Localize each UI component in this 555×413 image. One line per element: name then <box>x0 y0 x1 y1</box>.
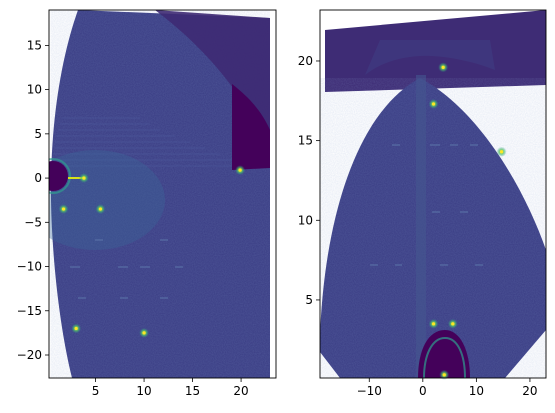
left-x-tick-label: 10 <box>136 384 151 398</box>
right-heatmap-panel: −10 0 10 20 5 10 15 20 <box>298 9 547 398</box>
left-bright-spot <box>74 326 78 331</box>
right-heatmap-texture <box>320 78 546 378</box>
left-streaks <box>52 117 232 167</box>
left-y-tick-label: −20 <box>17 348 42 362</box>
right-arch-cap <box>365 40 495 75</box>
left-x-tick-label: 15 <box>185 384 200 398</box>
right-bright-spot <box>431 102 436 106</box>
left-y-tick-label: 0 <box>34 171 42 185</box>
left-x-tick-label: 5 <box>92 384 100 398</box>
right-x-tick-label: 0 <box>419 384 427 398</box>
left-y-tick-label: −10 <box>17 260 42 274</box>
left-y-tick-label: −5 <box>24 215 42 229</box>
right-y-tick-label: 5 <box>305 293 313 307</box>
right-beamstop <box>418 330 470 378</box>
left-bright-spots <box>58 165 246 338</box>
left-scatter-halo <box>49 150 165 250</box>
left-x-ticks: 5 10 15 20 <box>92 378 249 398</box>
left-y-tick-label: 15 <box>27 38 42 52</box>
left-bright-spot <box>98 207 103 211</box>
left-bright-spot <box>61 207 66 211</box>
right-bright-spot <box>441 65 445 69</box>
right-bright-spot <box>499 150 504 154</box>
left-y-tick-label: 10 <box>27 83 42 97</box>
left-y-ticks: −20 −15 −10 −5 0 5 10 15 <box>17 38 49 362</box>
left-bright-spot <box>82 176 86 180</box>
left-beamstop <box>49 161 68 191</box>
right-y-tick-label: 10 <box>298 213 313 227</box>
left-y-tick-label: −15 <box>17 304 42 318</box>
right-central-band <box>416 75 426 378</box>
left-y-tick-label: 5 <box>34 127 42 141</box>
right-bright-spot <box>431 322 436 326</box>
right-bright-spot <box>442 373 446 377</box>
left-bright-spot <box>238 168 242 172</box>
left-heatmap-panel: 5 10 15 20 −20 −15 −10 −5 0 5 10 15 <box>17 9 277 398</box>
right-beamstop-ring <box>423 336 466 378</box>
right-x-tick-label: −10 <box>357 384 382 398</box>
right-x-tick-label: 10 <box>469 384 484 398</box>
right-y-ticks: 5 10 15 20 <box>298 54 320 307</box>
right-x-ticks: −10 0 10 20 <box>357 378 538 398</box>
right-x-tick-label: 20 <box>522 384 537 398</box>
right-faint-features <box>370 144 483 266</box>
left-outer-band <box>155 10 270 160</box>
left-beamstop-ring <box>49 158 71 194</box>
right-bright-spots <box>428 62 507 380</box>
right-y-tick-label: 20 <box>298 54 313 68</box>
left-bright-spot <box>142 331 146 335</box>
left-axes-frame <box>48 9 277 379</box>
right-y-tick-label: 15 <box>298 134 313 148</box>
right-axes-frame <box>319 9 547 379</box>
right-bright-spot <box>451 322 455 326</box>
left-gap-region <box>232 84 270 170</box>
left-faint-features <box>70 239 183 299</box>
left-heatmap-texture <box>50 10 270 378</box>
left-x-tick-label: 20 <box>233 384 248 398</box>
